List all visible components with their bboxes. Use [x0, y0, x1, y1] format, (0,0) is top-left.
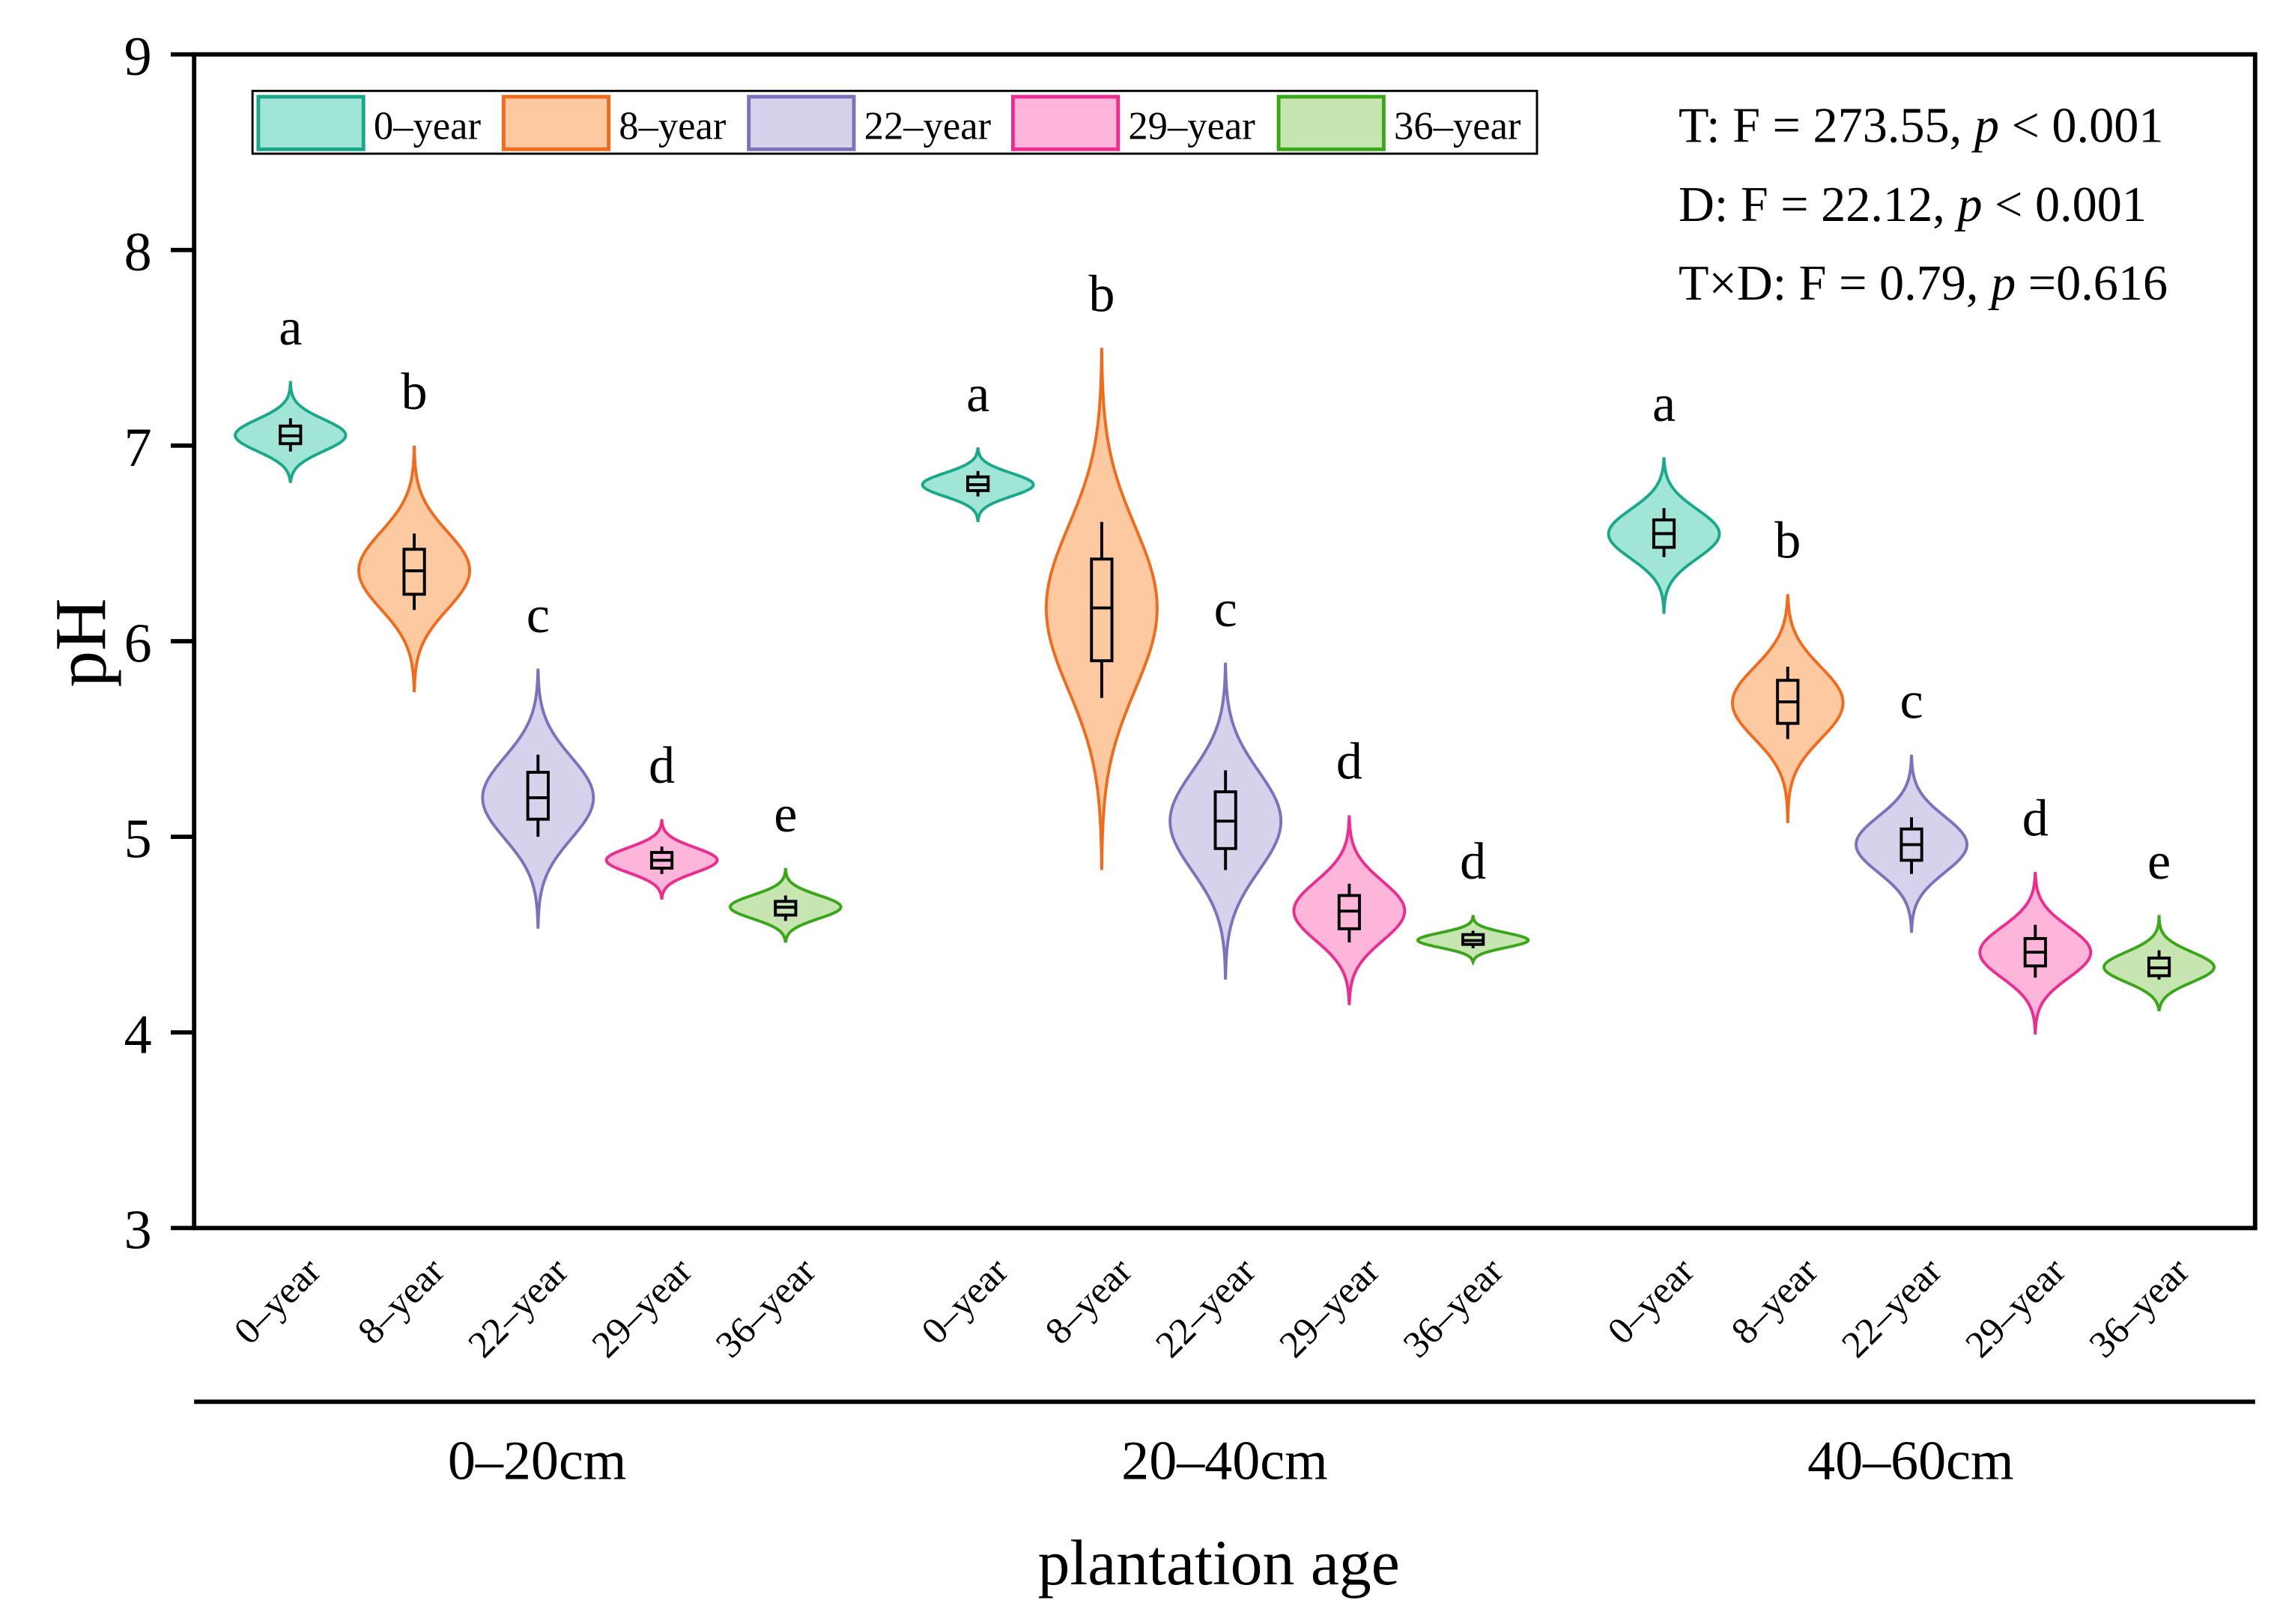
x-tick-label: 8–year [1037, 1249, 1139, 1352]
violin-40–60cm-0–year: a [1607, 375, 1721, 614]
legend-label: 8–year [619, 105, 727, 148]
legend-label: 36–year [1394, 105, 1521, 148]
violin-0–20cm-29–year: d [604, 736, 719, 900]
legend-swatch [1010, 94, 1121, 151]
violin-0–20cm-0–year: a [234, 298, 348, 483]
violin-0–20cm-36–year: e [728, 785, 843, 943]
y-axis: 3 4 5 6 7 8 9 [124, 26, 195, 1261]
stats-line: D: F = 22.12, p < 0.001 [1679, 178, 2147, 232]
violin-40–60cm-22–year: c [1855, 672, 1969, 933]
violin-40–60cm-8–year: b [1731, 512, 1845, 823]
stats-line: T: F = 273.55, p < 0.001 [1679, 99, 2163, 154]
x-tick-label: 22–year [1834, 1249, 1950, 1366]
y-tick-label: 3 [124, 1200, 152, 1261]
stats-annotations: T: F = 273.55, p < 0.001 D: F = 22.12, p … [1679, 99, 2168, 311]
group-label: 40–60cm [1807, 1431, 2014, 1492]
y-tick-label: 9 [124, 26, 152, 88]
x-tick-label: 8–year [350, 1249, 452, 1352]
significance-letter: d [1336, 733, 1362, 791]
violin-40–60cm-29–year: d [1978, 789, 2093, 1034]
significance-letter: d [2022, 789, 2049, 847]
legend: 0–year 8–year 22–year 29–year 36–year [251, 89, 1538, 155]
significance-letter: a [1652, 375, 1676, 433]
significance-letter: e [2147, 832, 2171, 891]
y-tick-label: 7 [124, 417, 152, 479]
box [526, 771, 550, 821]
violin-20–40cm-0–year: a [921, 365, 1035, 522]
legend-swatch [747, 94, 856, 151]
legend-swatch [256, 94, 366, 151]
violin-0–20cm-8–year: b [357, 363, 471, 692]
y-axis-title: pH [40, 598, 121, 687]
significance-letter: d [649, 736, 675, 795]
significance-letter: d [1460, 832, 1486, 891]
significance-letter: b [401, 363, 428, 421]
x-tick-label: 0–year [913, 1249, 1016, 1352]
group-label: 20–40cm [1121, 1431, 1328, 1492]
violin-20–40cm-36–year: d [1416, 832, 1530, 966]
x-tick-label: 22–year [460, 1249, 576, 1366]
significance-letter: c [1899, 672, 1923, 730]
x-tick-label: 29–year [583, 1249, 700, 1366]
significance-letter: b [1774, 512, 1801, 570]
y-tick-label: 5 [124, 808, 152, 870]
legend-label: 0–year [374, 105, 482, 148]
group-label: 0–20cm [448, 1431, 627, 1492]
legend-label: 22–year [864, 105, 992, 148]
x-tick-label: 29–year [1957, 1249, 2073, 1366]
significance-letter: c [527, 586, 550, 644]
y-tick-label: 8 [124, 222, 152, 283]
box [1090, 557, 1114, 663]
y-tick-label: 4 [124, 1005, 152, 1066]
violin-0–20cm-22–year: c [481, 586, 595, 929]
x-tick-label: 8–year [1723, 1249, 1825, 1352]
violin-20–40cm-29–year: d [1292, 733, 1407, 1005]
x-tick-label: 22–year [1147, 1249, 1264, 1366]
y-tick-label: 6 [124, 613, 152, 674]
violins: a b c d e a b c d d a b c d e [234, 265, 2216, 1034]
legend-swatch [1276, 94, 1386, 151]
significance-letter: c [1214, 580, 1237, 638]
stats-line: T×D: F = 0.79, p =0.616 [1679, 256, 2168, 311]
x-tick-label: 0–year [1599, 1249, 1702, 1352]
violin-20–40cm-22–year: c [1168, 580, 1283, 980]
legend-swatch [501, 94, 611, 151]
significance-letter: e [774, 785, 797, 843]
significance-letter: a [966, 365, 989, 423]
significance-letter: b [1088, 265, 1115, 324]
x-tick-label: 0–year [225, 1249, 328, 1352]
x-tick-label: 36–year [2081, 1249, 2197, 1366]
legend-label: 29–year [1128, 105, 1255, 148]
x-axis-title: plantation age [1038, 1527, 1400, 1599]
violin-20–40cm-8–year: b [1044, 265, 1159, 870]
x-tick-label: 36–year [1395, 1249, 1511, 1366]
violin-40–60cm-36–year: e [2102, 832, 2216, 1011]
x-tick-label: 29–year [1271, 1249, 1387, 1366]
significance-letter: a [279, 298, 302, 357]
x-tick-label: 36–year [707, 1249, 823, 1366]
